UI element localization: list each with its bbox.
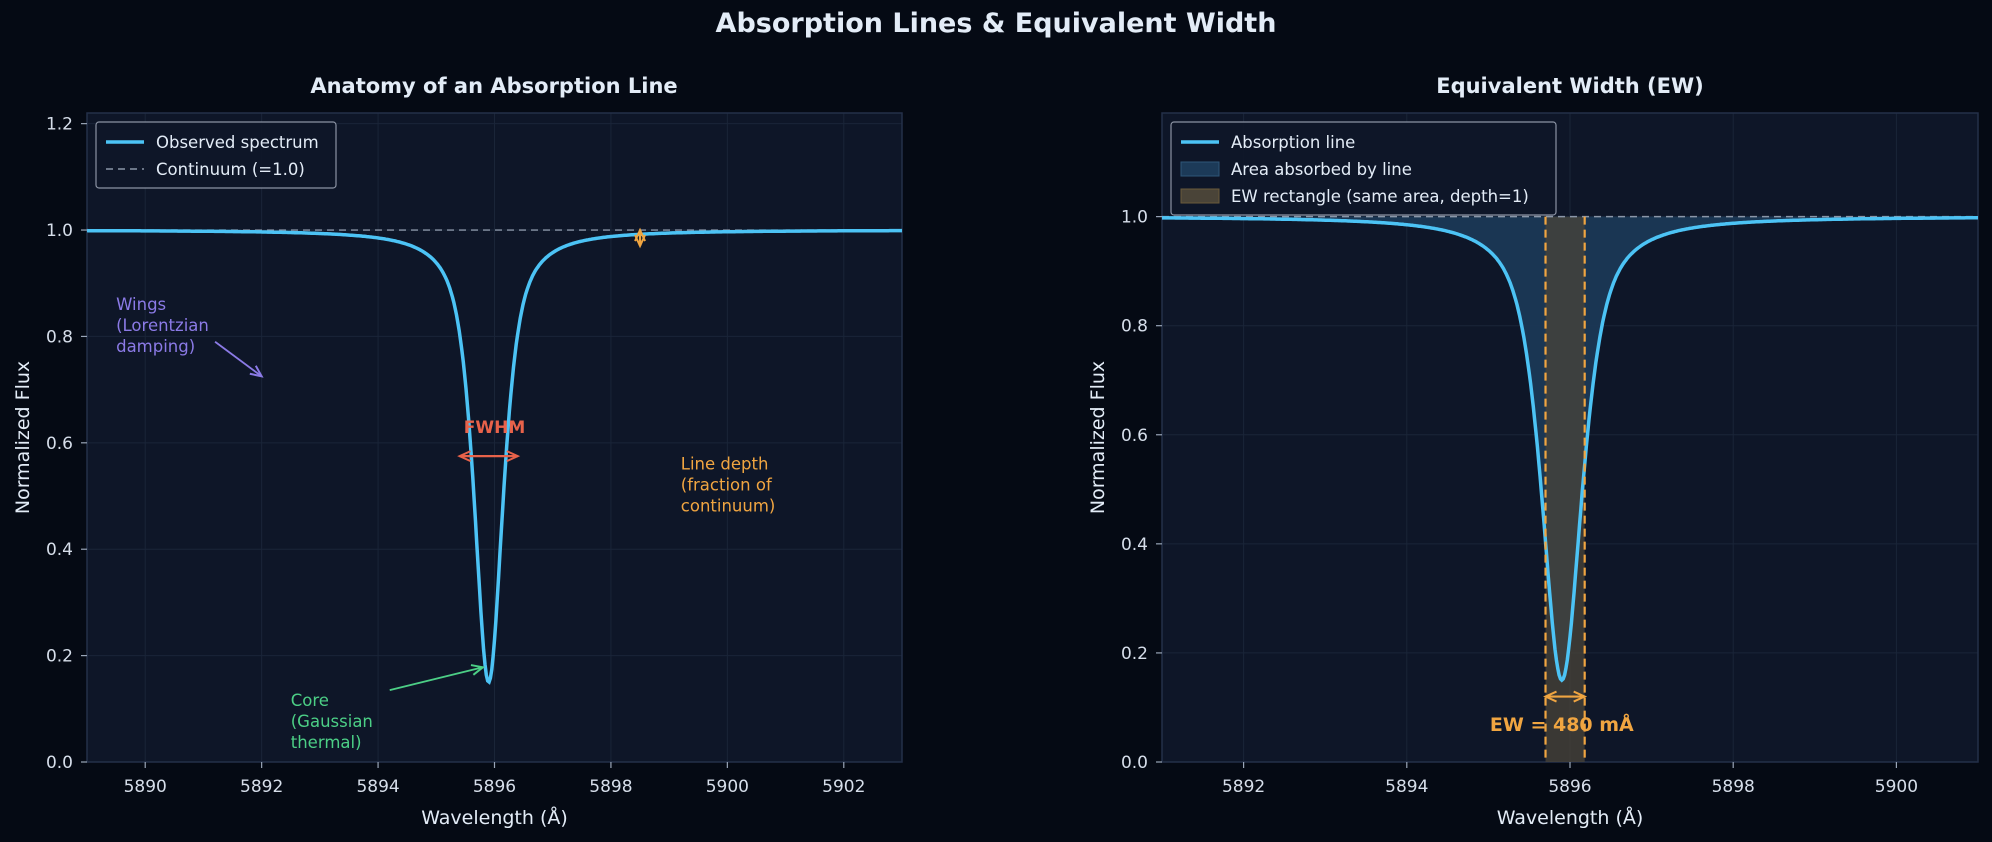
x-tick-label: 5894	[356, 777, 399, 797]
x-axis-label: Wavelength (Å)	[1497, 806, 1644, 829]
legend-label: Area absorbed by line	[1231, 160, 1412, 179]
fwhm-label: FWHM	[464, 418, 526, 438]
y-tick-label: 0.2	[46, 647, 73, 667]
legend-label: Observed spectrum	[156, 133, 319, 152]
legend-box	[95, 121, 337, 189]
x-tick-label: 5896	[473, 777, 516, 797]
y-tick-label: 0.8	[1121, 317, 1148, 337]
x-tick-label: 5894	[1385, 777, 1428, 797]
legend-box	[1170, 121, 1557, 216]
y-tick-label: 0.6	[46, 434, 73, 454]
ew-label: EW = 480 mÅ	[1490, 712, 1634, 736]
chart-panel-2: 5892 5894 5896 5898 5900 0.0 0.2 0.4 0.6 0.8 1.0 Eq…	[1087, 74, 1979, 829]
panel-title: Anatomy of an Absorption Line	[310, 74, 677, 98]
x-tick-label: 5892	[1222, 777, 1265, 797]
wings-arrow	[214, 341, 263, 378]
ew-arrowhead-left	[1543, 690, 1557, 703]
x-tick-label: 5898	[1712, 777, 1755, 797]
y-tick-label: 0.0	[46, 753, 73, 773]
legend: Absorption line Area absorbed by line EW r…	[1170, 121, 1557, 216]
y-tick-label: 1.0	[1121, 208, 1148, 228]
x-tick-label: 5896	[1548, 777, 1591, 797]
y-axis-label: Normalized Flux	[12, 361, 34, 514]
fwhm-arrowhead-right	[506, 450, 521, 463]
y-tick-label: 0.2	[1121, 644, 1148, 664]
fwhm-arrowhead-left	[457, 450, 471, 463]
wings-label: Wings (Lorentzian damping)	[116, 295, 209, 356]
x-tick-label: 5890	[124, 777, 167, 797]
plot-content	[1162, 215, 1978, 762]
y-tick-label: 0.0	[1121, 753, 1148, 773]
y-tick-label: 0.4	[46, 540, 73, 560]
y-tick-label: 1.0	[46, 221, 73, 241]
x-tick-label: 5900	[706, 777, 749, 797]
y-tick-label: 0.4	[1121, 535, 1148, 555]
chart-panel-1: 5890 5892 5894 5896 5898 5900 5902 0.0 0.2 0.4 0.6…	[12, 74, 903, 829]
core-label: Core (Gaussian thermal)	[291, 691, 373, 752]
y-tick-label: 1.2	[46, 115, 73, 135]
legend-swatch	[1180, 161, 1220, 177]
spectrum-line	[87, 228, 902, 685]
y-tick-label: 0.6	[1121, 426, 1148, 446]
plot-content	[87, 228, 902, 685]
legend-label: Absorption line	[1231, 133, 1355, 152]
legend-swatch	[1180, 188, 1220, 204]
x-tick-label: 5900	[1875, 777, 1918, 797]
ew-arrowhead-right	[1573, 690, 1588, 703]
x-tick-label: 5892	[240, 777, 283, 797]
panel-title: Equivalent Width (EW)	[1436, 74, 1704, 98]
y-tick-label: 0.8	[46, 327, 73, 347]
absorption-line	[1162, 216, 1978, 683]
legend-label: Continuum (=1.0)	[156, 160, 305, 179]
y-axis-label: Normalized Flux	[1087, 361, 1109, 514]
ew-rectangle	[1545, 216, 1585, 762]
wings-arrowhead	[249, 365, 264, 378]
core-arrow	[389, 666, 484, 692]
x-tick-label: 5898	[589, 777, 632, 797]
depth-label: Line depth (fraction of continuum)	[681, 454, 776, 515]
legend: Observed spectrum Continuum (=1.0)	[95, 121, 337, 189]
depth-arrowhead-bottom	[634, 234, 646, 249]
figure-title: Absorption Lines & Equivalent Width	[715, 8, 1277, 39]
core-arrowhead	[470, 664, 486, 676]
legend-label: EW rectangle (same area, depth=1)	[1231, 187, 1529, 206]
x-tick-label: 5902	[822, 777, 865, 797]
x-axis-label: Wavelength (Å)	[421, 806, 568, 829]
